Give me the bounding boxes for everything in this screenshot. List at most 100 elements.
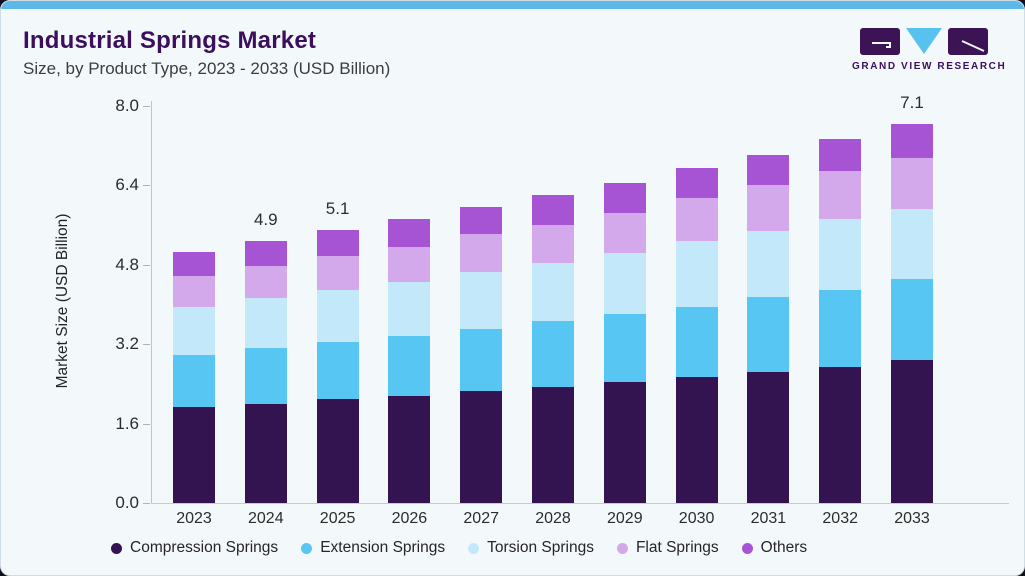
- bar-segment-2027-compression-springs: [460, 391, 503, 503]
- bar-2023: [173, 252, 215, 503]
- bar-2026: [388, 219, 431, 503]
- bar-segment-2029-extension-springs: [603, 313, 646, 383]
- brand-logo-text: GRAND VIEW RESEARCH: [852, 61, 1007, 72]
- y-tick-mark: [143, 185, 150, 186]
- legend-item-flat-springs: Flat Springs: [616, 539, 719, 557]
- brand-logo: GRAND VIEW RESEARCH: [852, 27, 1007, 72]
- x-tick-label-2024: 2024: [248, 510, 284, 527]
- page-title: Industrial Springs Market: [23, 27, 317, 54]
- bar-2025: [316, 230, 359, 503]
- gvr-logo-icon: [860, 28, 988, 55]
- bar-total-label-2025: 5.1: [325, 199, 350, 218]
- y-tick-mark: [143, 264, 150, 266]
- bar-segment-2024-torsion-springs: [244, 297, 287, 349]
- y-tick-mark: [143, 105, 150, 107]
- bar-segment-2026-torsion-springs: [388, 282, 431, 337]
- bar-segment-2025-flat-springs: [316, 256, 359, 291]
- bar-segment-2032-flat-springs: [819, 171, 862, 219]
- bar-segment-2026-extension-springs: [388, 336, 431, 397]
- bar-segment-2027-torsion-springs: [460, 272, 503, 329]
- bar-segment-2029-compression-springs: [603, 382, 646, 503]
- y-tick-label: 3.2: [115, 334, 139, 353]
- legend-color-dot: [111, 542, 122, 554]
- y-tick-label: 6.4: [115, 175, 139, 194]
- legend-color-dot: [468, 542, 480, 554]
- bar-segment-2032-torsion-springs: [819, 218, 862, 291]
- legend-label: Extension Springs: [320, 539, 446, 556]
- bar-segment-2030-others: [675, 168, 718, 199]
- y-axis-title: Market Size (USD Billion): [54, 213, 71, 389]
- bar-2029: [603, 182, 646, 503]
- bar-segment-2030-compression-springs: [675, 376, 718, 503]
- bar-segment-2024-others: [244, 241, 287, 267]
- bar-segment-2033-torsion-springs: [891, 208, 933, 280]
- y-tick-mark: [143, 423, 150, 425]
- bar-segment-2029-others: [603, 182, 646, 213]
- x-tick-label-2029: 2029: [607, 510, 643, 527]
- y-tick-mark: [143, 503, 150, 504]
- bar-segment-2026-compression-springs: [388, 396, 431, 503]
- bar-2032: [819, 139, 862, 503]
- bar-segment-2023-flat-springs: [173, 275, 215, 308]
- legend-item-extension-springs: Extension Springs: [301, 539, 445, 557]
- bar-segment-2031-extension-springs: [747, 297, 790, 373]
- bar-total-label-2024: 4.9: [253, 210, 278, 229]
- bar-segment-2027-extension-springs: [460, 328, 503, 392]
- x-tick-label-2031: 2031: [750, 510, 787, 527]
- bar-2024: [244, 241, 287, 503]
- y-tick-label: 4.8: [115, 254, 139, 274]
- bar-segment-2025-others: [316, 230, 359, 257]
- bar-2027: [460, 206, 503, 503]
- legend-label: Others: [760, 539, 808, 556]
- bar-segment-2031-others: [747, 154, 790, 185]
- bar-segment-2033-flat-springs: [891, 158, 933, 209]
- legend-color-dot: [741, 542, 753, 554]
- bar-segment-2031-flat-springs: [747, 184, 790, 231]
- bar-segment-2023-extension-springs: [173, 354, 215, 408]
- x-tick-label-2026: 2026: [391, 510, 428, 527]
- legend-color-dot: [301, 542, 313, 554]
- legend-color-dot: [616, 542, 628, 554]
- bar-segment-2026-flat-springs: [388, 246, 431, 283]
- x-tick-label-2027: 2027: [463, 510, 499, 527]
- bar-segment-2028-flat-springs: [532, 224, 574, 264]
- legend-item-compression-springs: Compression Springs: [111, 539, 278, 557]
- bar-segment-2032-extension-springs: [819, 290, 862, 367]
- bar-segment-2032-compression-springs: [819, 366, 862, 503]
- bar-segment-2030-flat-springs: [675, 198, 718, 242]
- bar-segment-2023-others: [173, 252, 215, 276]
- bar-segment-2030-extension-springs: [675, 306, 718, 377]
- bar-segment-2027-flat-springs: [460, 234, 503, 273]
- bar-segment-2024-flat-springs: [244, 266, 287, 298]
- bar-2031: [747, 154, 790, 503]
- bar-segment-2033-others: [891, 123, 933, 159]
- bar-segment-2028-others: [532, 194, 574, 225]
- bar-segment-2024-extension-springs: [244, 348, 287, 405]
- bar-segment-2028-torsion-springs: [532, 263, 574, 322]
- bar-segment-2031-torsion-springs: [747, 230, 790, 298]
- bar-segment-2023-torsion-springs: [173, 307, 215, 355]
- bar-segment-2029-torsion-springs: [603, 252, 646, 314]
- y-tick-mark: [143, 344, 150, 345]
- bar-segment-2026-others: [388, 219, 431, 247]
- bar-segment-2033-compression-springs: [891, 359, 933, 503]
- bar-2033: [891, 123, 933, 503]
- bar-segment-2033-extension-springs: [891, 279, 933, 360]
- bar-segment-2029-flat-springs: [603, 212, 646, 253]
- bar-segment-2024-compression-springs: [244, 404, 287, 503]
- bar-segment-2027-others: [460, 206, 503, 235]
- x-tick-label-2023: 2023: [176, 510, 212, 527]
- bar-segment-2023-compression-springs: [173, 407, 215, 503]
- page-subtitle: Size, by Product Type, 2023 - 2033 (USD …: [23, 59, 391, 78]
- legend-item-others: Others: [741, 539, 808, 557]
- chart-legend: Compression Springs Extension Springs Tors…: [111, 539, 807, 557]
- x-axis-line: [151, 503, 1009, 504]
- x-tick-label-2033: 2033: [894, 510, 930, 527]
- legend-label: Compression Springs: [130, 539, 279, 556]
- bar-2030: [675, 168, 718, 503]
- bar-total-label-2033: 7.1: [900, 93, 924, 112]
- bar-segment-2032-others: [819, 139, 862, 172]
